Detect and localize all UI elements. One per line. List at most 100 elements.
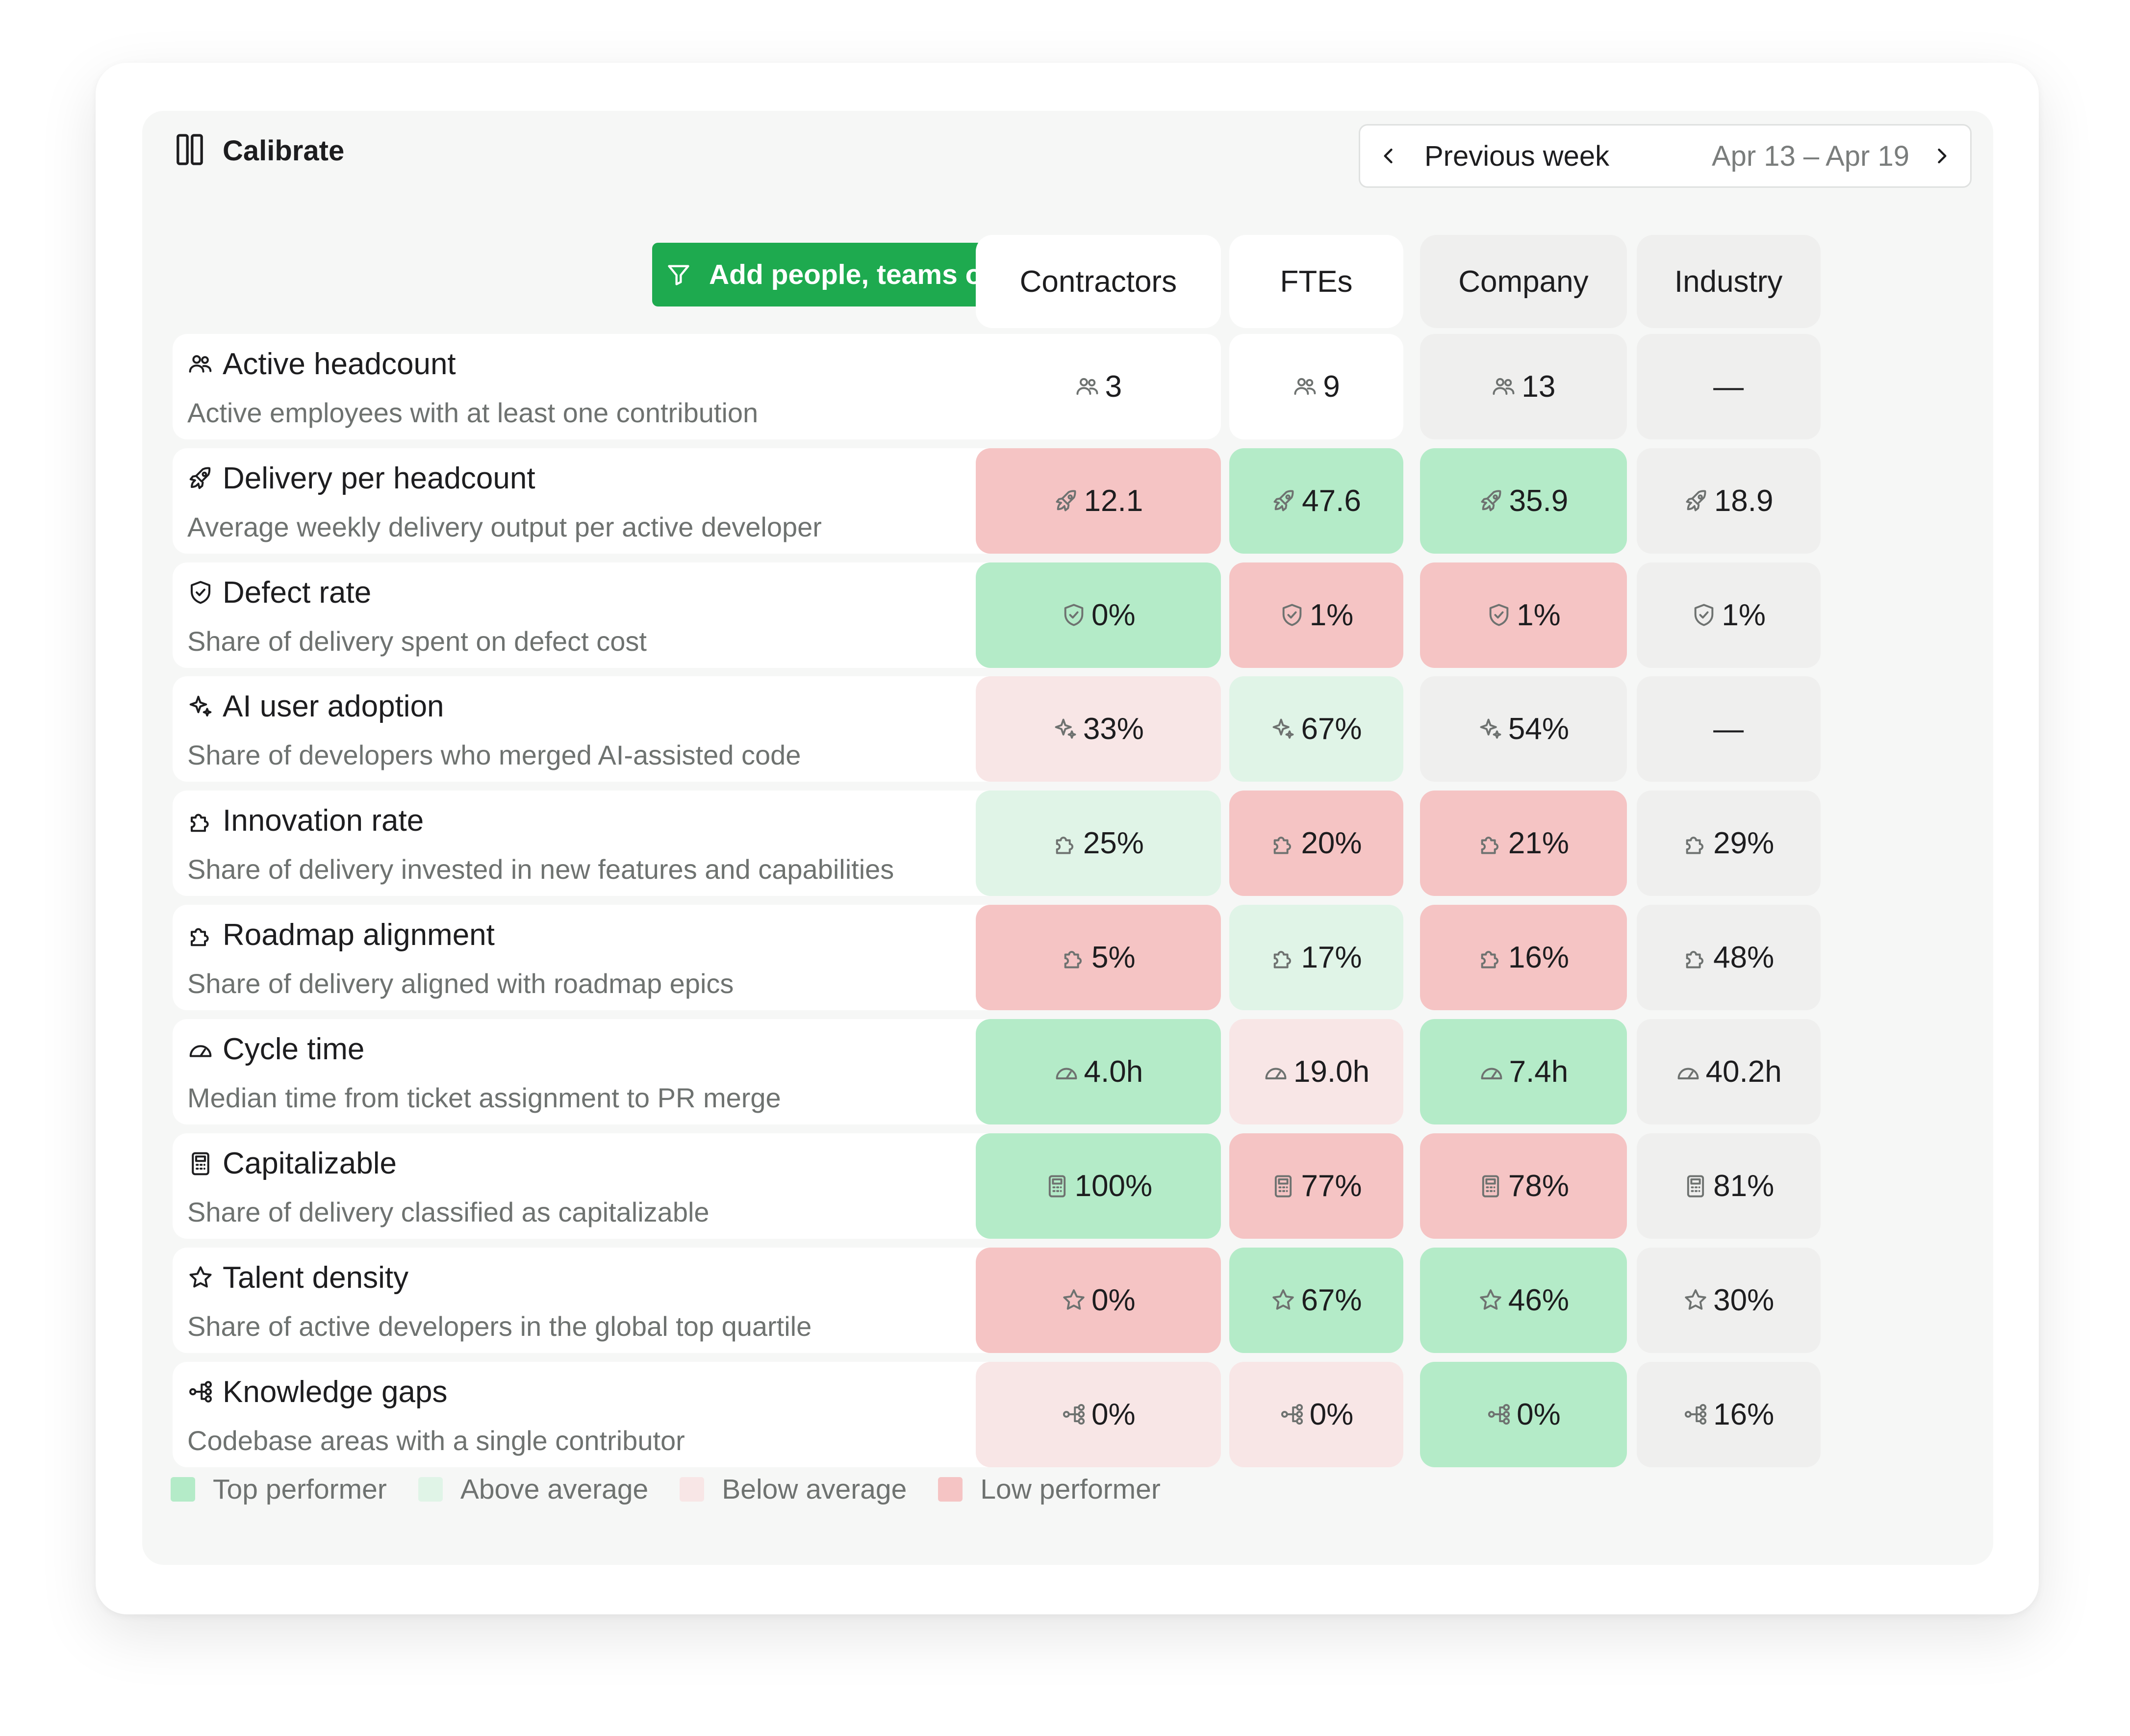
- puzzle-icon: [190, 928, 209, 946]
- puzzle-icon: [1274, 950, 1292, 969]
- metric-description: Share of active developers in the global…: [187, 1310, 812, 1342]
- metric-title: Innovation rate: [223, 804, 424, 838]
- metric-head: Active headcount: [187, 347, 456, 382]
- metric-value: 16%: [1508, 941, 1569, 975]
- metric-cell-ftes: 20%: [1229, 791, 1404, 896]
- metric-cell-contractors: 0%: [975, 1247, 1221, 1353]
- metric-title: Talent density: [223, 1260, 409, 1295]
- week-label: Previous week: [1424, 140, 1610, 172]
- metric-head: Delivery per headcount: [187, 461, 535, 496]
- metric-value: 13: [1521, 369, 1556, 404]
- next-week-button[interactable]: [1928, 142, 1955, 170]
- legend-swatch: [938, 1477, 963, 1502]
- metric-head: Capitalizable: [187, 1146, 397, 1181]
- calculator-icon: [192, 1152, 209, 1175]
- shield-icon: [1695, 604, 1714, 626]
- metric-value: 25%: [1083, 826, 1144, 861]
- people-icon: [1076, 378, 1098, 395]
- metric-cell-industry: 40.2h: [1636, 1019, 1821, 1125]
- metric-cell-company: 0%: [1420, 1361, 1627, 1467]
- calculator-icon: [1482, 1174, 1499, 1198]
- metric-description: Codebase areas with a single contributor: [187, 1425, 685, 1456]
- metric-head: Talent density: [187, 1260, 408, 1295]
- network-icon: [1281, 1404, 1303, 1425]
- metric-cell-company: 35.9: [1420, 448, 1627, 554]
- calibrate-card: Calibrate Previous week Apr 13 – Apr 19 …: [96, 63, 2039, 1614]
- calculator-icon: [1687, 1174, 1704, 1198]
- metric-cell-industry: 16%: [1636, 1361, 1821, 1467]
- legend-label: Above average: [460, 1474, 649, 1505]
- legend-item: Below average: [680, 1473, 907, 1506]
- metric-value: 16%: [1713, 1397, 1775, 1431]
- rocket-icon: [1056, 490, 1076, 511]
- legend-swatch: [418, 1477, 443, 1502]
- metric-value: 0%: [1091, 598, 1136, 632]
- metric-description: Share of developers who merged AI-assist…: [187, 740, 801, 771]
- people-icon: [1493, 378, 1515, 395]
- metric-value: 5%: [1091, 941, 1136, 975]
- legend-label: Low performer: [980, 1474, 1161, 1505]
- metric-title: Knowledge gaps: [223, 1375, 448, 1409]
- week-selector[interactable]: Previous week Apr 13 – Apr 19: [1359, 124, 1972, 188]
- metric-cell-ftes: 67%: [1229, 1247, 1404, 1353]
- metric-row: Innovation rate Share of delivery investe…: [173, 791, 1107, 896]
- metric-cell-ftes: 47.6: [1229, 448, 1404, 554]
- calculator-icon: [1275, 1174, 1292, 1198]
- metric-value: 48%: [1713, 941, 1775, 975]
- metric-title: Defect rate: [223, 575, 372, 610]
- legend-item: Top performer: [171, 1473, 387, 1506]
- metric-cell-industry: 81%: [1636, 1133, 1821, 1239]
- metric-head: Defect rate: [187, 575, 371, 610]
- metric-head: Innovation rate: [187, 803, 424, 838]
- metric-row: Roadmap alignment Share of delivery align…: [173, 905, 1107, 1011]
- star-icon: [1480, 1289, 1501, 1310]
- metric-value: 9: [1323, 369, 1340, 404]
- rocket-icon: [1481, 490, 1501, 511]
- people-icon: [189, 355, 212, 373]
- legend-label: Top performer: [213, 1474, 387, 1505]
- network-icon: [1488, 1404, 1510, 1425]
- network-icon: [1685, 1404, 1707, 1425]
- gauge-icon: [1056, 1068, 1077, 1079]
- sparkle-icon: [1480, 718, 1501, 739]
- legend-item: Low performer: [938, 1473, 1161, 1506]
- metric-row: Delivery per headcount Average weekly del…: [173, 448, 1107, 554]
- people-icon: [1294, 378, 1316, 395]
- sparkle-icon: [189, 695, 212, 717]
- metric-cell-ftes: 0%: [1229, 1361, 1404, 1467]
- metric-value: 77%: [1301, 1169, 1362, 1203]
- metric-value: 40.2h: [1705, 1055, 1782, 1089]
- metric-row: Active headcount Active employees with at…: [173, 333, 1107, 439]
- metric-value: 29%: [1713, 826, 1775, 861]
- metric-value: 1%: [1722, 598, 1766, 632]
- metric-cell-company: 13: [1420, 333, 1627, 439]
- metric-cell-industry: —: [1636, 333, 1821, 439]
- metric-cell-contractors: 0%: [975, 1361, 1221, 1467]
- shield-icon: [1282, 604, 1301, 626]
- metric-cell-contractors: 12.1: [975, 448, 1221, 554]
- shield-icon: [1489, 604, 1509, 626]
- sidebar-toggle-icon[interactable]: [176, 132, 204, 169]
- previous-week-button[interactable]: [1375, 142, 1402, 170]
- rocket-icon: [189, 467, 211, 489]
- legend-swatch: [171, 1477, 195, 1502]
- metric-value: 54%: [1508, 712, 1569, 746]
- legend-swatch: [680, 1477, 705, 1502]
- metric-cell-contractors: 3: [975, 333, 1221, 439]
- metric-value: 33%: [1083, 712, 1144, 746]
- star-icon: [1063, 1289, 1085, 1310]
- column-header-industry: Industry: [1636, 235, 1821, 328]
- sparkle-icon: [1273, 718, 1294, 739]
- metric-head: AI user adoption: [187, 689, 444, 724]
- calculator-icon: [1048, 1174, 1065, 1198]
- metric-description: Share of delivery aligned with roadmap e…: [187, 968, 734, 999]
- puzzle-icon: [1056, 837, 1073, 854]
- chevron-right-icon: [1938, 148, 1947, 164]
- metric-title: AI user adoption: [223, 689, 444, 724]
- metric-cell-company: 1%: [1420, 562, 1627, 668]
- metric-head: Knowledge gaps: [187, 1375, 447, 1409]
- metric-title: Cycle time: [223, 1032, 365, 1067]
- network-icon: [189, 1381, 212, 1403]
- metric-value: 21%: [1508, 826, 1569, 861]
- metric-cell-ftes: 19.0h: [1229, 1019, 1404, 1125]
